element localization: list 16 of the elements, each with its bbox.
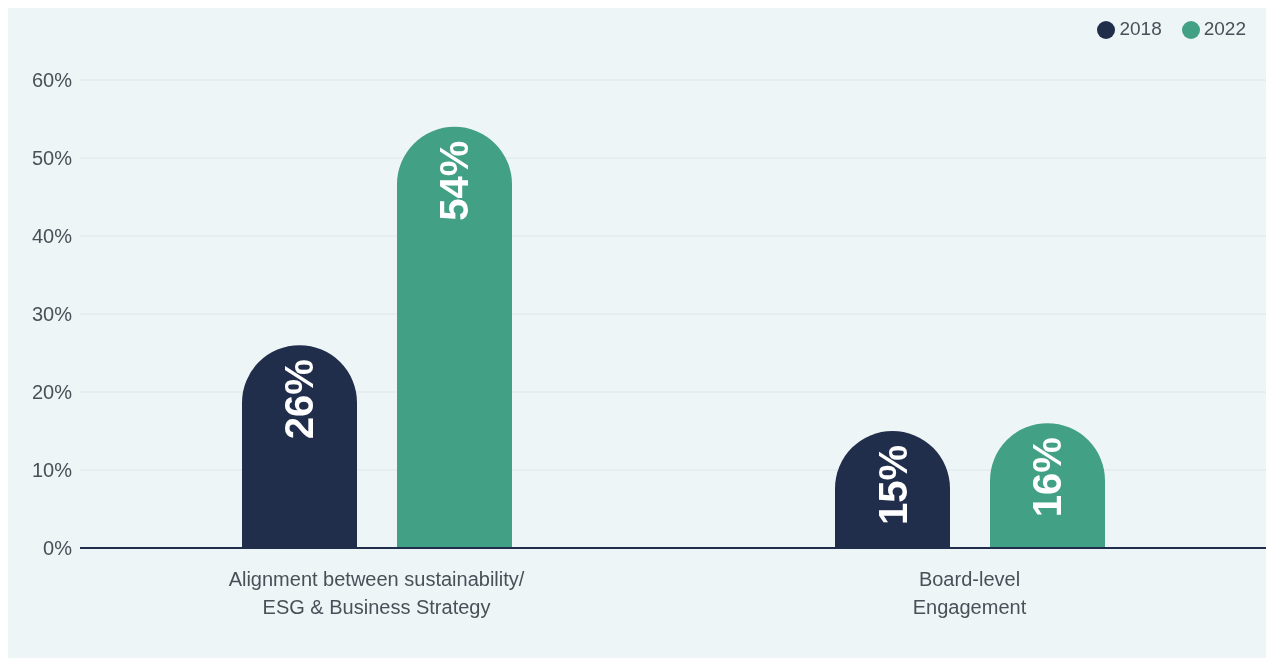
- x-tick-label: Alignment between sustainability/ ESG & Business Strategy: [228, 568, 525, 618]
- data-label: 26%: [277, 359, 322, 440]
- y-tick-label: 0%: [43, 537, 73, 560]
- y-tick-label: 10%: [31, 459, 73, 482]
- data-label: 15%: [870, 445, 915, 526]
- y-tick-label: 60%: [31, 69, 73, 92]
- data-label: 16%: [1025, 437, 1070, 518]
- x-tick-label: Board-level Engagement: [912, 568, 1027, 618]
- legend-label: 2022: [1203, 18, 1246, 39]
- y-tick-label: 20%: [31, 381, 73, 404]
- data-label: 54%: [432, 140, 477, 221]
- legend-label: 2018: [1119, 18, 1162, 39]
- y-tick-label: 50%: [31, 147, 73, 170]
- bar: [397, 126, 512, 548]
- y-tick-label: 30%: [31, 303, 73, 326]
- y-tick-label: 40%: [31, 225, 73, 248]
